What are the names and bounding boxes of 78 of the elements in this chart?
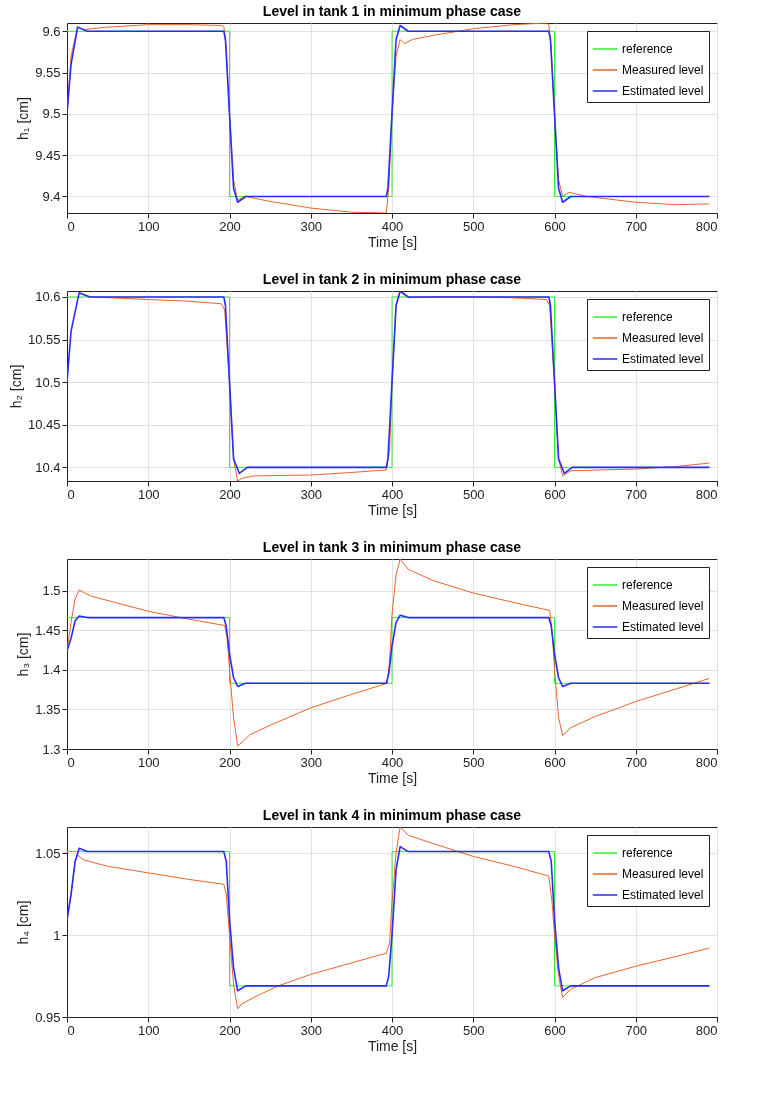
legend-label: Measured level xyxy=(622,599,704,613)
legend-label: reference xyxy=(622,42,674,56)
y-tick-label: 9.45 xyxy=(35,147,61,163)
legend-label: reference xyxy=(622,310,674,324)
y-tick-label: 10.5 xyxy=(35,374,61,390)
legend-label: Measured level xyxy=(622,867,704,881)
legend-label: Estimated level xyxy=(622,84,704,98)
x-tick-label: 0 xyxy=(67,1022,75,1038)
x-axis-title: Time [s] xyxy=(367,1037,418,1054)
y-tick-label: 0.95 xyxy=(35,1009,61,1025)
chart-title: Level in tank 3 in minimum phase case xyxy=(262,539,522,555)
y-tick-label: 1.5 xyxy=(42,583,61,599)
x-tick-label: 0 xyxy=(67,218,75,234)
x-tick-label: 500 xyxy=(462,218,485,234)
legend-label: Estimated level xyxy=(622,352,704,366)
x-tick-label: 800 xyxy=(695,486,718,502)
x-tick-label: 700 xyxy=(625,218,648,234)
y-axis-title: h₂ [cm] xyxy=(7,364,24,409)
y-tick-label: 10.45 xyxy=(27,417,61,433)
x-tick-label: 800 xyxy=(695,218,718,234)
x-tick-label: 600 xyxy=(544,1022,566,1038)
x-tick-label: 200 xyxy=(219,1022,241,1038)
x-tick-label: 800 xyxy=(695,754,718,770)
x-tick-label: 800 xyxy=(695,1022,718,1038)
x-tick-label: 400 xyxy=(381,218,404,234)
legend-label: Estimated level xyxy=(622,888,704,902)
legend-label: reference xyxy=(622,578,674,592)
y-tick-label: 9.4 xyxy=(42,188,61,204)
x-tick-label: 300 xyxy=(300,218,323,234)
x-tick-label: 500 xyxy=(462,486,485,502)
x-tick-label: 200 xyxy=(219,754,241,770)
chart-title: Level in tank 1 in minimum phase case xyxy=(262,3,522,19)
y-axis-title: h₃ [cm] xyxy=(15,632,32,677)
y-axis-title: h₄ [cm] xyxy=(15,900,32,945)
chart-title: Level in tank 4 in minimum phase case xyxy=(262,807,522,823)
x-tick-label: 100 xyxy=(137,218,160,234)
x-tick-label: 500 xyxy=(462,1022,485,1038)
x-tick-label: 400 xyxy=(381,1022,404,1038)
x-axis-title: Time [s] xyxy=(367,769,418,786)
x-tick-label: 700 xyxy=(625,486,648,502)
x-tick-label: 300 xyxy=(300,1022,323,1038)
x-tick-label: 200 xyxy=(219,486,241,502)
x-tick-label: 0 xyxy=(67,754,75,770)
y-tick-label: 10.55 xyxy=(27,332,61,348)
x-tick-label: 500 xyxy=(462,754,485,770)
y-tick-label: 10.6 xyxy=(35,289,61,305)
x-tick-label: 600 xyxy=(544,218,566,234)
x-tick-label: 700 xyxy=(625,1022,648,1038)
y-tick-label: 1.35 xyxy=(35,701,61,717)
x-tick-label: 300 xyxy=(300,486,323,502)
y-tick-label: 9.6 xyxy=(42,23,61,39)
x-tick-label: 100 xyxy=(137,1022,160,1038)
legend-label: Estimated level xyxy=(622,620,704,634)
y-axis-title: h₁ [cm] xyxy=(15,97,32,140)
legend-label: Measured level xyxy=(622,331,704,345)
x-axis-title: Time [s] xyxy=(367,501,418,518)
y-tick-label: 10.4 xyxy=(35,459,61,475)
x-tick-label: 600 xyxy=(544,754,566,770)
chart-title: Level in tank 2 in minimum phase case xyxy=(262,270,522,287)
x-tick-label: 100 xyxy=(137,486,160,502)
y-tick-label: 1.3 xyxy=(42,741,61,757)
legend-label: Measured level xyxy=(622,63,704,77)
y-tick-label: 9.55 xyxy=(35,65,61,81)
x-tick-label: 0 xyxy=(67,486,75,502)
x-tick-label: 600 xyxy=(544,486,566,502)
y-tick-label: 9.5 xyxy=(42,106,61,122)
x-tick-label: 400 xyxy=(381,754,404,770)
y-tick-label: 1.05 xyxy=(35,845,61,861)
y-tick-label: 1.45 xyxy=(35,622,61,638)
y-tick-label: 1 xyxy=(53,927,61,943)
x-tick-label: 400 xyxy=(381,486,404,502)
x-axis-title: Time [s] xyxy=(367,233,418,250)
x-tick-label: 300 xyxy=(300,754,323,770)
legend-label: reference xyxy=(622,846,674,860)
y-tick-label: 1.4 xyxy=(42,662,61,678)
x-tick-label: 700 xyxy=(625,754,648,770)
x-tick-label: 100 xyxy=(137,754,160,770)
x-tick-label: 200 xyxy=(219,218,241,234)
